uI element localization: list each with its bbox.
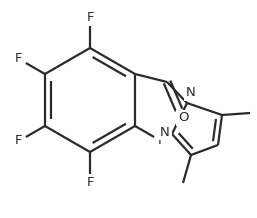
Text: F: F bbox=[86, 175, 94, 189]
Text: F: F bbox=[15, 53, 23, 65]
Text: F: F bbox=[157, 135, 165, 148]
Text: F: F bbox=[86, 12, 94, 24]
Text: N: N bbox=[160, 126, 170, 138]
Text: O: O bbox=[178, 111, 188, 124]
Text: F: F bbox=[15, 135, 23, 148]
Text: N: N bbox=[186, 87, 196, 99]
